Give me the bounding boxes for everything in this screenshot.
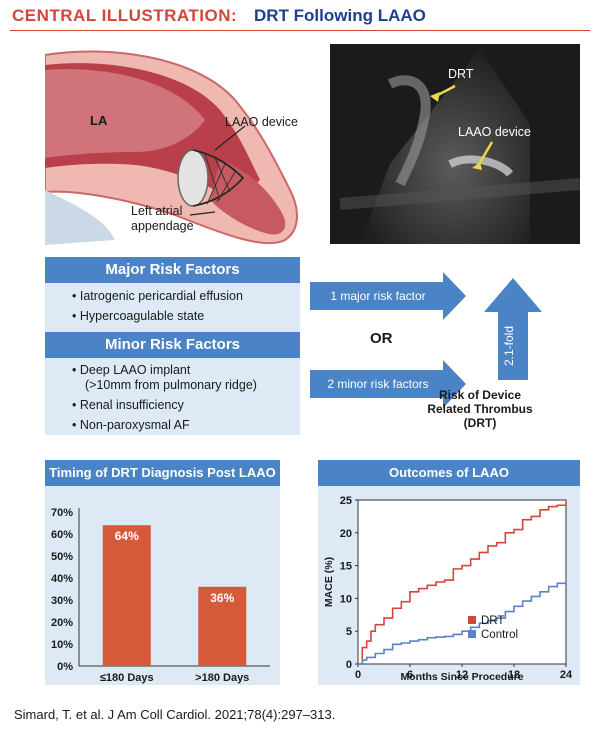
y-tick-label: 60% xyxy=(51,529,73,541)
major-risk-item: • Iatrogenic pericardial effusion xyxy=(72,289,243,303)
bar xyxy=(198,586,247,666)
arrow-major-label: 1 major risk factor xyxy=(330,289,425,303)
minor-risk-item-continued: (>10mm from pulmonary ridge) xyxy=(85,378,257,392)
y-tick-label: 10 xyxy=(340,593,352,605)
x-axis-label: Months Since Procedure xyxy=(400,671,523,683)
echo-device-label: LAAO device xyxy=(458,125,531,139)
citation: Simard, T. et al. J Am Coll Cardiol. 202… xyxy=(14,707,336,722)
header: CENTRAL ILLUSTRATION: DRT Following LAAO xyxy=(0,0,600,30)
x-tick-label: ≤180 Days xyxy=(100,672,154,684)
or-label: OR xyxy=(370,330,393,347)
echo-image: DRT LAAO device xyxy=(330,44,580,244)
laao-device-shape xyxy=(177,149,245,207)
bar-value-label: 64% xyxy=(115,529,139,543)
outcomes-chart-title: Outcomes of LAAO xyxy=(318,460,580,486)
legend-swatch xyxy=(468,630,476,638)
x-tick-label: 0 xyxy=(355,669,361,681)
drt-risk-line-2: Related Thrombus xyxy=(427,402,533,416)
x-tick-label: 6 xyxy=(407,669,413,681)
minor-risk-title: Minor Risk Factors xyxy=(45,332,300,358)
y-tick-label: 5 xyxy=(346,626,352,638)
device-label: LAAO device xyxy=(225,115,298,129)
major-risk-item: • Hypercoagulable state xyxy=(72,309,205,323)
bar-value-label: 36% xyxy=(210,591,234,605)
series-line-control xyxy=(358,580,567,665)
fold-label: 2.1-fold xyxy=(502,326,516,366)
y-axis-label: MACE (%) xyxy=(323,557,335,607)
legend-label: Control xyxy=(481,629,518,641)
x-tick-label: >180 Days xyxy=(195,672,249,684)
echo-drt-label: DRT xyxy=(448,67,474,81)
y-tick-label: 0% xyxy=(57,661,73,673)
x-tick-label: 24 xyxy=(560,669,573,681)
x-tick-label: 12 xyxy=(456,669,468,681)
y-tick-label: 30% xyxy=(51,595,73,607)
header-divider xyxy=(10,30,590,31)
timing-bar-chart: 0% 10% 20% 30% 40% 50% 60% 70% 64% ≤180 Days 36% >1… xyxy=(51,507,270,684)
timing-chart-title: Timing of DRT Diagnosis Post LAAO xyxy=(45,460,280,486)
y-tick-label: 10% xyxy=(51,639,73,651)
minor-risk-item: • Non-paroxysmal AF xyxy=(72,418,190,432)
risk-flow: 1 major risk factor 2 minor risk factors… xyxy=(310,272,542,408)
la-label: LA xyxy=(90,113,108,128)
header-title: DRT Following LAAO xyxy=(254,6,426,25)
y-tick-label: 20 xyxy=(340,528,352,540)
minor-risk-item: • Renal insufficiency xyxy=(72,398,184,412)
plot-area xyxy=(357,499,567,665)
y-tick-label: 25 xyxy=(340,495,352,507)
x-tick-label: 18 xyxy=(508,669,520,681)
arrow-major: 1 major risk factor xyxy=(310,272,466,320)
legend-swatch xyxy=(468,616,476,624)
arrow-minor-label: 2 minor risk factors xyxy=(327,377,428,391)
appendage-label-1: Left atrial xyxy=(131,204,182,218)
series-line-drt xyxy=(358,500,567,665)
fold-arrow: 2.1-fold xyxy=(484,278,542,380)
y-tick-label: 15 xyxy=(340,561,352,573)
bar xyxy=(102,525,151,666)
appendage-label-2: appendage xyxy=(131,219,194,233)
arrow-minor: 2 minor risk factors xyxy=(310,360,466,408)
y-tick-label: 70% xyxy=(51,507,73,519)
legend-label: DRT xyxy=(481,615,504,627)
y-tick-label: 50% xyxy=(51,551,73,563)
anatomy-illustration: LA LAAO device Left atrial appendage xyxy=(45,50,298,245)
header-label: CENTRAL ILLUSTRATION: xyxy=(12,6,238,25)
drt-risk-result: Risk of Device Related Thrombus (DRT) xyxy=(410,388,550,430)
minor-risk-item: • Deep LAAO implant xyxy=(72,363,191,377)
major-risk-title: Major Risk Factors xyxy=(45,257,300,283)
outcomes-line-chart: 0 5 10 15 20 25 0 6 12 18 24 Months Since Procedure… xyxy=(323,495,573,683)
drt-risk-line-3: (DRT) xyxy=(463,416,497,430)
y-tick-label: 40% xyxy=(51,573,73,585)
y-tick-label: 0 xyxy=(346,659,352,671)
y-tick-label: 20% xyxy=(51,617,73,629)
drt-risk-line-1: Risk of Device xyxy=(438,388,522,402)
